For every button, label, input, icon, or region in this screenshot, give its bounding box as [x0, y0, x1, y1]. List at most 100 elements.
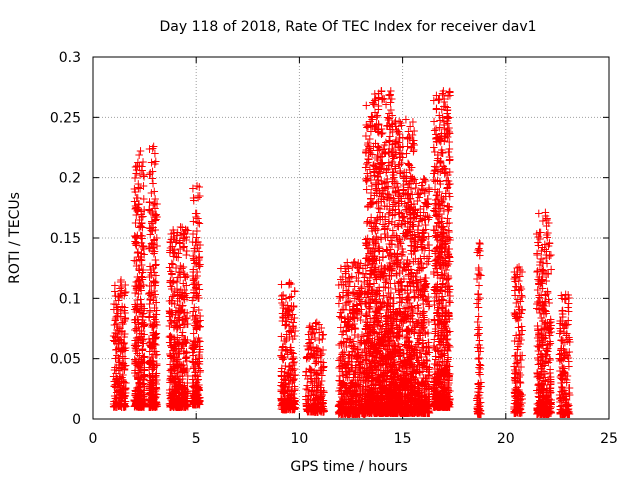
- data-point: +: [168, 230, 178, 244]
- data-point: +: [171, 338, 181, 352]
- data-point: +: [139, 373, 149, 387]
- data-point: +: [147, 361, 157, 375]
- data-point: +: [144, 286, 154, 300]
- data-point: +: [192, 224, 202, 238]
- data-point: +: [133, 181, 143, 195]
- data-point: +: [131, 390, 141, 404]
- data-point: +: [179, 378, 189, 392]
- data-point: +: [130, 366, 140, 380]
- data-point: +: [135, 281, 145, 295]
- data-point: +: [148, 347, 158, 361]
- data-point: +: [132, 191, 142, 205]
- data-point: +: [132, 312, 142, 326]
- data-point: +: [115, 361, 125, 375]
- data-point: +: [151, 331, 161, 345]
- data-point: +: [149, 399, 159, 413]
- data-point: +: [167, 282, 177, 296]
- data-point: +: [109, 318, 119, 332]
- data-point: +: [144, 400, 154, 414]
- data-point: +: [130, 364, 140, 378]
- data-point: +: [150, 288, 160, 302]
- data-point: +: [147, 332, 157, 346]
- data-point: +: [147, 367, 157, 381]
- data-point: +: [133, 333, 143, 347]
- data-point: +: [133, 371, 143, 385]
- data-point: +: [168, 399, 178, 413]
- data-point: +: [139, 203, 149, 217]
- data-point: +: [174, 265, 184, 279]
- data-point: +: [135, 399, 145, 413]
- data-point: +: [113, 399, 123, 413]
- data-point: +: [147, 236, 157, 250]
- data-point: +: [149, 336, 159, 350]
- data-point: +: [146, 384, 156, 398]
- data-point: +: [136, 365, 146, 379]
- data-point: +: [150, 398, 160, 412]
- data-point: +: [136, 354, 146, 368]
- data-point: +: [149, 328, 159, 342]
- data-point: +: [133, 318, 143, 332]
- data-point: +: [109, 329, 119, 343]
- data-point: +: [118, 368, 128, 382]
- data-point: +: [152, 373, 162, 387]
- data-point: +: [138, 372, 148, 386]
- y-tick-label: 0.15: [50, 231, 81, 247]
- data-point: +: [134, 213, 144, 227]
- data-point: +: [138, 332, 148, 346]
- data-point: +: [120, 306, 130, 320]
- data-point: +: [167, 387, 177, 401]
- data-point: +: [131, 160, 141, 174]
- data-point: +: [139, 306, 149, 320]
- data-point: +: [119, 362, 129, 376]
- data-point: +: [134, 278, 144, 292]
- data-point: +: [110, 278, 120, 292]
- data-point: +: [119, 391, 129, 405]
- data-point: +: [136, 204, 146, 218]
- data-point: +: [165, 398, 175, 412]
- data-point: +: [132, 381, 142, 395]
- data-point: +: [151, 377, 161, 391]
- data-point: +: [133, 399, 143, 413]
- data-point: +: [118, 349, 128, 363]
- data-point: +: [131, 312, 141, 326]
- data-point: +: [133, 336, 143, 350]
- data-point: +: [111, 397, 121, 411]
- data-point: +: [139, 302, 149, 316]
- data-point: +: [115, 333, 125, 347]
- data-point: +: [135, 393, 145, 407]
- data-point: +: [146, 288, 156, 302]
- data-point: +: [117, 392, 127, 406]
- data-point: +: [137, 231, 147, 245]
- data-point: +: [133, 316, 143, 330]
- data-point: +: [147, 398, 157, 412]
- data-point: +: [137, 370, 147, 384]
- data-point: +: [146, 263, 156, 277]
- data-point: +: [152, 398, 162, 412]
- data-point: +: [138, 398, 148, 412]
- data-point: +: [110, 326, 120, 340]
- data-point: +: [172, 399, 182, 413]
- data-point: +: [135, 304, 145, 318]
- data-point: +: [179, 358, 189, 372]
- data-point: +: [146, 399, 156, 413]
- data-point: +: [137, 334, 147, 348]
- data-point: +: [145, 303, 155, 317]
- data-point: +: [145, 338, 155, 352]
- data-point: +: [113, 385, 123, 399]
- data-point: +: [288, 300, 298, 314]
- data-point: +: [131, 254, 141, 268]
- data-point: +: [136, 280, 146, 294]
- data-point: +: [175, 298, 185, 312]
- data-point: +: [139, 373, 149, 387]
- data-point: +: [146, 393, 156, 407]
- data-point: +: [130, 386, 140, 400]
- data-point: +: [130, 356, 140, 370]
- data-point: +: [120, 286, 130, 300]
- data-point: +: [134, 384, 144, 398]
- data-point: +: [109, 370, 119, 384]
- data-point: +: [138, 316, 148, 330]
- data-point: +: [130, 354, 140, 368]
- data-point: +: [116, 275, 126, 289]
- data-point: +: [115, 321, 125, 335]
- data-point: +: [130, 394, 140, 408]
